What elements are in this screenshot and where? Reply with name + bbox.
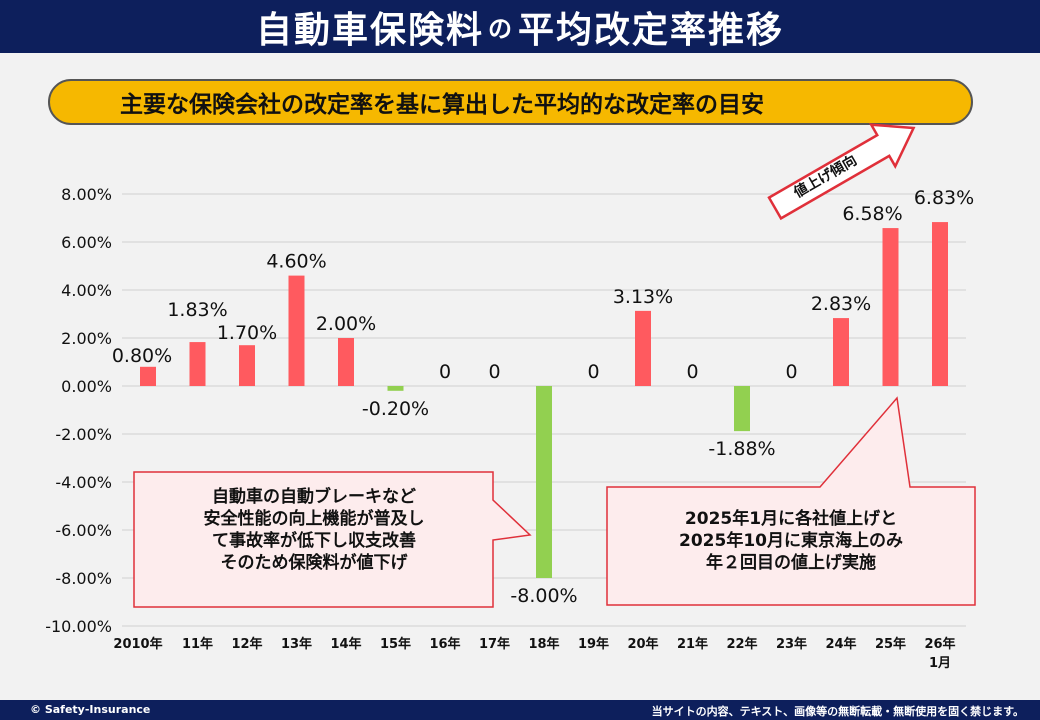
bar xyxy=(635,310,651,386)
bar xyxy=(734,386,750,432)
x-tick-label: 12年 xyxy=(231,636,262,652)
data-label: 0 xyxy=(439,361,451,383)
callout-line: 安全性能の向上機能が普及し xyxy=(203,509,425,529)
x-tick-label: 21年 xyxy=(677,636,708,652)
data-label: 2.00% xyxy=(316,313,376,335)
left-callout-text: 自動車の自動ブレーキなど 安全性能の向上機能が普及し て事故率が低下し収支改善 … xyxy=(134,486,494,574)
bar xyxy=(239,345,255,386)
y-tick-label: -2.00% xyxy=(55,425,112,444)
y-tick-label: 8.00% xyxy=(61,185,112,204)
data-label: 3.13% xyxy=(613,286,673,308)
title-part-3: 平均改定率推移 xyxy=(518,9,785,51)
x-tick-label: 2010年 xyxy=(113,636,162,652)
y-tick-label: -10.00% xyxy=(45,617,112,636)
page-title: 自動車保険料の平均改定率推移 xyxy=(0,0,1040,53)
bar xyxy=(288,275,305,386)
data-label: 2.83% xyxy=(811,293,871,315)
callout-line: て事故率が低下し収支改善 xyxy=(212,531,416,551)
trend-arrow-icon xyxy=(767,123,916,221)
title-part-2: の xyxy=(488,15,514,43)
y-tick-label: 2.00% xyxy=(61,329,112,348)
x-tick-label: 14年 xyxy=(330,636,361,652)
bar xyxy=(833,318,849,386)
data-label: 0 xyxy=(785,361,797,383)
callout-line: 自動車の自動ブレーキなど xyxy=(212,487,416,507)
data-label: 1.83% xyxy=(167,299,227,321)
y-tick-label: -8.00% xyxy=(55,569,112,588)
data-label: -0.20% xyxy=(362,398,429,420)
x-tick-label: 23年 xyxy=(776,636,807,652)
callout-line: 年２回目の値上げ実施 xyxy=(706,553,876,573)
x-tick-label: 25年 xyxy=(875,636,906,652)
x-tick-label: 1月 xyxy=(929,656,951,671)
data-label: -1.88% xyxy=(708,438,775,460)
data-label: 0 xyxy=(587,361,599,383)
x-tick-label: 15年 xyxy=(380,636,411,652)
bar xyxy=(140,366,156,386)
data-label: 6.58% xyxy=(842,203,902,225)
bar xyxy=(932,222,948,386)
y-tick-label: -4.00% xyxy=(55,473,112,492)
callout-line: 2025年10月に東京海上のみ xyxy=(679,531,903,551)
subtitle-text: 主要な保険会社の改定率を基に算出した平均的な改定率の目安 xyxy=(120,92,764,118)
data-label: 0 xyxy=(488,361,500,383)
left-callout-box xyxy=(133,471,532,608)
bar xyxy=(882,228,899,386)
y-tick-label: 4.00% xyxy=(61,281,112,300)
y-tick-label: 0.00% xyxy=(61,377,112,396)
bar xyxy=(387,386,404,391)
footer: © Safety-Insurance 当サイトの内容、テキスト、画像等の無断転載… xyxy=(0,700,1040,720)
x-tick-label: 20年 xyxy=(627,636,658,652)
callout-line: 2025年1月に各社値上げと xyxy=(684,509,898,529)
y-tick-label: -6.00% xyxy=(55,521,112,540)
bar xyxy=(536,386,552,578)
bar xyxy=(189,342,206,386)
copyright: © Safety-Insurance xyxy=(30,703,151,716)
data-label: 0 xyxy=(686,361,698,383)
data-label: 0.80% xyxy=(112,345,172,367)
x-tick-label: 19年 xyxy=(578,636,609,652)
data-label: 1.70% xyxy=(217,322,277,344)
x-tick-label: 13年 xyxy=(281,636,312,652)
right-callout-text: 2025年1月に各社値上げと 2025年10月に東京海上のみ 年２回目の値上げ実… xyxy=(607,508,975,574)
title-part-1: 自動車保険料 xyxy=(255,9,484,51)
y-tick-label: 6.00% xyxy=(61,233,112,252)
data-label: 6.83% xyxy=(914,187,974,209)
usage-notice: 当サイトの内容、テキスト、画像等の無断転載・無断使用を固く禁じます。 xyxy=(651,705,1024,718)
x-tick-label: 17年 xyxy=(479,636,510,652)
x-tick-label: 26年 xyxy=(924,636,955,652)
bar xyxy=(338,338,354,386)
subtitle-banner: 主要な保険会社の改定率を基に算出した平均的な改定率の目安 xyxy=(48,79,973,125)
x-tick-label: 22年 xyxy=(726,636,757,652)
data-label: 4.60% xyxy=(266,251,326,273)
x-tick-label: 18年 xyxy=(528,636,559,652)
right-callout-box xyxy=(606,396,976,606)
data-label: -8.00% xyxy=(510,585,577,607)
callout-line: そのため保険料が値下げ xyxy=(220,553,408,573)
x-tick-label: 11年 xyxy=(182,636,213,652)
x-tick-label: 24年 xyxy=(825,636,856,652)
x-tick-label: 16年 xyxy=(429,636,460,652)
